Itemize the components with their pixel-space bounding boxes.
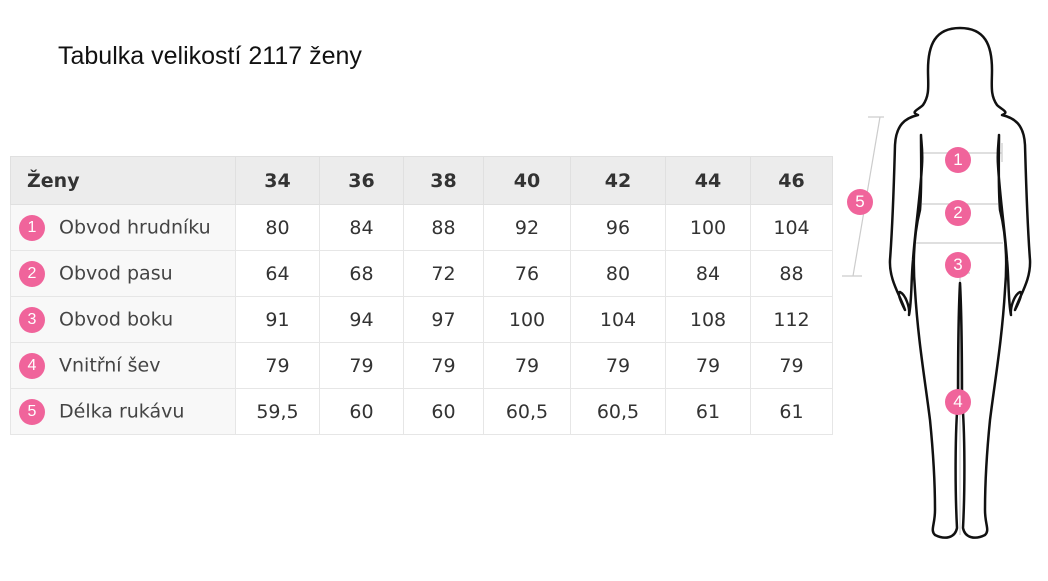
value-cell: 100 (665, 204, 751, 251)
value-cell: 100 (483, 296, 571, 343)
row-number-badge: 5 (19, 398, 45, 425)
value-cell: 59,5 (235, 388, 320, 435)
badge-3: 3 (945, 252, 971, 278)
row-label-cell: 5 Délka rukávu (10, 388, 236, 435)
header-cell: 34 (235, 156, 320, 205)
row-number-badge: 4 (19, 352, 45, 379)
measure-lines (842, 116, 1003, 535)
value-cell: 79 (235, 342, 320, 389)
value-cell: 104 (570, 296, 666, 343)
value-cell: 112 (750, 296, 833, 343)
value-cell: 84 (665, 250, 751, 297)
page-title: Tabulka velikostí 2117 ženy (58, 42, 362, 70)
table-row: 2 Obvod pasu 64 68 72 76 80 84 88 (10, 250, 833, 297)
value-cell: 104 (750, 204, 833, 251)
value-cell: 79 (403, 342, 484, 389)
value-cell: 79 (750, 342, 833, 389)
table-row: 5 Délka rukávu 59,5 60 60 60,5 60,5 61 61 (10, 388, 833, 435)
row-label: Obvod boku (59, 308, 174, 330)
badge-4: 4 (945, 389, 971, 415)
value-cell: 60,5 (483, 388, 571, 435)
row-label: Obvod pasu (59, 262, 173, 284)
value-cell: 108 (665, 296, 751, 343)
row-number-badge: 1 (19, 214, 45, 241)
header-cell: 46 (750, 156, 833, 205)
value-cell: 79 (665, 342, 751, 389)
header-cell: 38 (403, 156, 484, 205)
header-cell: 42 (570, 156, 666, 205)
row-label-cell: 2 Obvod pasu (10, 250, 236, 297)
header-cell: Ženy (10, 156, 236, 205)
value-cell: 61 (665, 388, 751, 435)
badge-1: 1 (945, 147, 971, 173)
value-cell: 60 (403, 388, 484, 435)
row-number-badge: 3 (19, 306, 45, 333)
row-label: Obvod hrudníku (59, 216, 211, 238)
value-cell: 79 (483, 342, 571, 389)
row-label: Vnitřní šev (59, 354, 161, 376)
row-label-cell: 3 Obvod boku (10, 296, 236, 343)
value-cell: 84 (319, 204, 404, 251)
badge-2: 2 (945, 200, 971, 226)
value-cell: 72 (403, 250, 484, 297)
value-cell: 80 (570, 250, 666, 297)
value-cell: 96 (570, 204, 666, 251)
row-label-cell: 1 Obvod hrudníku (10, 204, 236, 251)
value-cell: 80 (235, 204, 320, 251)
row-number-badge: 2 (19, 260, 45, 287)
value-cell: 94 (319, 296, 404, 343)
header-cell: 44 (665, 156, 751, 205)
value-cell: 60,5 (570, 388, 666, 435)
table-row: 4 Vnitřní šev 79 79 79 79 79 79 79 (10, 342, 833, 389)
badge-5: 5 (847, 189, 873, 215)
header-cell: 40 (483, 156, 571, 205)
size-table: Ženy 34 36 38 40 42 44 46 1 Obvod hrudník… (10, 156, 833, 435)
value-cell: 91 (235, 296, 320, 343)
body-outline (888, 26, 1032, 539)
value-cell: 76 (483, 250, 571, 297)
value-cell: 79 (319, 342, 404, 389)
row-label: Délka rukávu (59, 400, 185, 422)
value-cell: 60 (319, 388, 404, 435)
header-row: Ženy 34 36 38 40 42 44 46 (10, 156, 833, 205)
table-row: 3 Obvod boku 91 94 97 100 104 108 112 (10, 296, 833, 343)
value-cell: 61 (750, 388, 833, 435)
table-row: 1 Obvod hrudníku 80 84 88 92 96 100 104 (10, 204, 833, 251)
value-cell: 64 (235, 250, 320, 297)
value-cell: 92 (483, 204, 571, 251)
value-cell: 88 (403, 204, 484, 251)
